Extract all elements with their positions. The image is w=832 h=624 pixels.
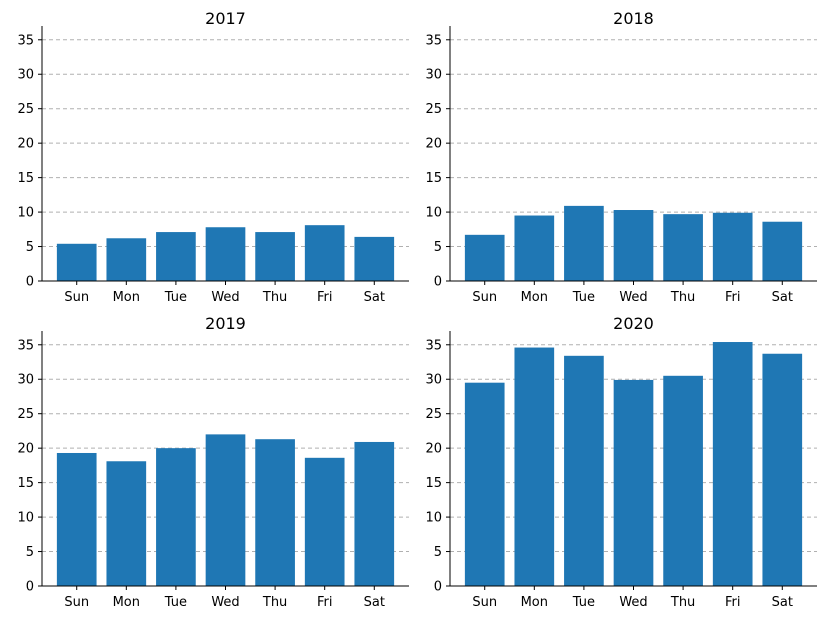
x-tick-label: Thu <box>262 290 287 305</box>
y-tick-label: 30 <box>425 373 442 388</box>
x-tick-label: Sat <box>772 595 793 610</box>
y-tick-label: 35 <box>425 33 442 48</box>
y-tick-label: 25 <box>425 102 442 117</box>
x-tick-label: Sun <box>64 595 89 610</box>
bar-mon <box>106 461 147 586</box>
bar-wed <box>613 210 654 281</box>
x-tick-label: Mon <box>521 290 548 305</box>
bar-sun <box>56 452 97 586</box>
x-tick-label: Fri <box>725 290 741 305</box>
y-tick-label: 0 <box>26 580 34 595</box>
subplot-title: 2017 <box>205 9 246 28</box>
bar-wed <box>205 227 246 281</box>
y-tick-label: 25 <box>425 407 442 422</box>
bar-thu <box>663 214 703 281</box>
x-tick-label: Mon <box>113 595 140 610</box>
y-tick-label: 30 <box>425 68 442 83</box>
subplot-title: 2018 <box>613 9 654 28</box>
bar-fri <box>712 342 753 586</box>
bar-mon <box>514 215 555 281</box>
x-tick-label: Fri <box>317 290 333 305</box>
y-tick-label: 30 <box>17 373 34 388</box>
x-tick-label: Wed <box>619 595 647 610</box>
y-tick-label: 30 <box>17 68 34 83</box>
x-tick-label: Wed <box>211 290 239 305</box>
bar-thu <box>255 232 295 281</box>
x-tick-label: Mon <box>521 595 548 610</box>
y-tick-label: 15 <box>17 171 34 186</box>
x-tick-label: Sun <box>472 595 497 610</box>
bar-fri <box>304 225 345 281</box>
bar-fri <box>304 457 345 586</box>
y-tick-label: 25 <box>17 102 34 117</box>
y-tick-label: 5 <box>434 240 442 255</box>
y-tick-label: 20 <box>425 442 442 457</box>
y-tick-label: 0 <box>434 580 442 595</box>
y-tick-label: 0 <box>434 275 442 290</box>
bar-sat <box>762 353 803 586</box>
x-tick-label: Sat <box>364 290 385 305</box>
subplot-title: 2020 <box>613 314 654 333</box>
bar-mon <box>106 238 147 281</box>
bar-sun <box>464 382 505 586</box>
bar-wed <box>613 379 654 586</box>
y-tick-label: 15 <box>425 171 442 186</box>
bar-tue <box>156 448 196 586</box>
bar-fri <box>712 212 753 281</box>
bar-thu <box>255 439 295 586</box>
y-tick-label: 20 <box>425 137 442 152</box>
y-tick-label: 20 <box>17 137 34 152</box>
bar-thu <box>663 375 703 586</box>
bar-tue <box>156 232 196 281</box>
y-tick-label: 35 <box>17 33 34 48</box>
x-tick-label: Sun <box>472 290 497 305</box>
y-tick-label: 5 <box>26 240 34 255</box>
x-tick-label: Fri <box>317 595 333 610</box>
y-tick-label: 15 <box>17 476 34 491</box>
x-tick-label: Tue <box>572 290 595 305</box>
x-tick-label: Thu <box>670 290 695 305</box>
y-tick-label: 10 <box>425 511 442 526</box>
x-tick-label: Tue <box>164 595 187 610</box>
bar-wed <box>205 434 246 586</box>
y-tick-label: 35 <box>17 338 34 353</box>
y-tick-label: 35 <box>425 338 442 353</box>
y-tick-label: 15 <box>425 476 442 491</box>
x-tick-label: Tue <box>164 290 187 305</box>
y-tick-label: 10 <box>17 511 34 526</box>
bar-sun <box>464 234 505 281</box>
y-tick-label: 20 <box>17 442 34 457</box>
bar-sat <box>762 221 803 281</box>
bar-mon <box>514 347 555 586</box>
x-tick-label: Thu <box>262 595 287 610</box>
y-tick-label: 10 <box>17 206 34 221</box>
y-tick-label: 5 <box>26 545 34 560</box>
subplot-2020: Sun Mon Tue Wed Thu Fri Sat 0 5 10 15 20 25 30 35 2020 <box>425 314 817 610</box>
subplot-2017: Sun Mon Tue Wed Thu Fri Sat 0 5 10 15 20 25 30 35 2017 <box>17 9 409 305</box>
x-tick-label: Wed <box>211 595 239 610</box>
x-tick-label: Wed <box>619 290 647 305</box>
subplot-title: 2019 <box>205 314 246 333</box>
subplot-2019: Sun Mon Tue Wed Thu Fri Sat 0 5 10 15 20 25 30 35 2019 <box>17 314 409 610</box>
bar-sat <box>354 236 395 281</box>
bar-tue <box>564 355 604 586</box>
bar-sun <box>56 243 97 281</box>
bar-sat <box>354 441 395 586</box>
x-tick-label: Fri <box>725 595 741 610</box>
y-tick-label: 25 <box>17 407 34 422</box>
y-tick-label: 0 <box>26 275 34 290</box>
x-tick-label: Sat <box>772 290 793 305</box>
subplot-2018: Sun Mon Tue Wed Thu Fri Sat 0 5 10 15 20 25 30 35 2018 <box>425 9 817 305</box>
y-tick-label: 5 <box>434 545 442 560</box>
x-tick-label: Thu <box>670 595 695 610</box>
y-tick-label: 10 <box>425 206 442 221</box>
x-tick-label: Sun <box>64 290 89 305</box>
x-tick-label: Sat <box>364 595 385 610</box>
x-tick-label: Tue <box>572 595 595 610</box>
x-tick-label: Mon <box>113 290 140 305</box>
bar-tue <box>564 205 604 281</box>
